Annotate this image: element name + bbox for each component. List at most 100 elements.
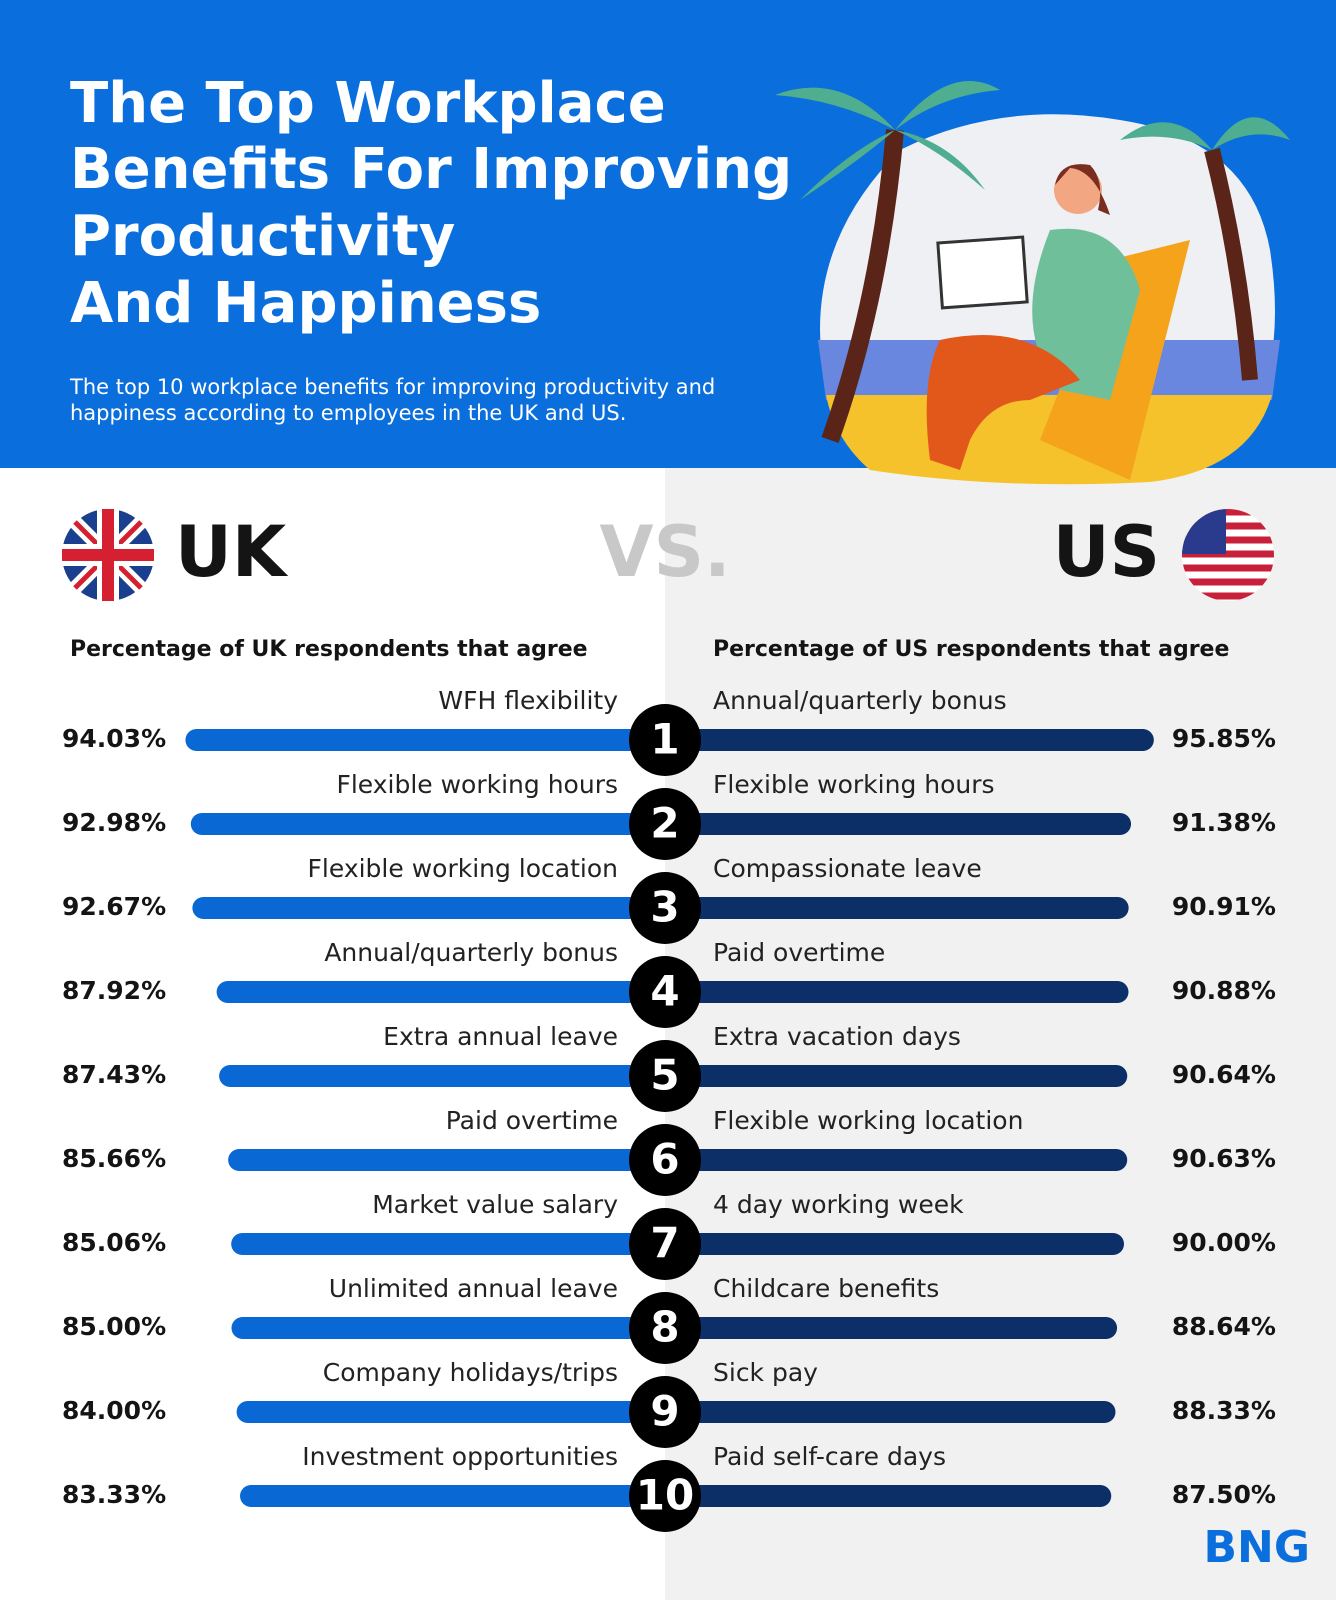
- value-label: 85.66%: [62, 1144, 166, 1173]
- rank-badge: [629, 1124, 701, 1196]
- bar-category: 4 day working week: [713, 1190, 964, 1219]
- value-label: 90.00%: [1172, 1228, 1276, 1257]
- bar-category: Sick pay: [713, 1358, 818, 1387]
- value-label: 87.50%: [1172, 1480, 1276, 1509]
- bar: [665, 1485, 1112, 1507]
- bar-category: Flexible working location: [713, 1106, 1023, 1135]
- bar-category: Flexible working hours: [336, 770, 618, 799]
- logo: BNG: [1204, 1522, 1310, 1573]
- rank-badge: [629, 1376, 701, 1448]
- bar-category: Extra vacation days: [713, 1022, 961, 1051]
- value-label: 90.63%: [1172, 1144, 1276, 1173]
- value-label: 90.64%: [1172, 1060, 1276, 1089]
- rank-badge: [629, 1460, 701, 1532]
- title-line: And Happiness: [70, 271, 541, 336]
- right-country: US: [1053, 511, 1160, 593]
- bar-category: Annual/quarterly bonus: [713, 686, 1007, 715]
- bar-category: Market value salary: [372, 1190, 618, 1219]
- bar-category: Paid overtime: [713, 938, 885, 967]
- bar: [665, 1233, 1124, 1255]
- bar: [665, 1401, 1116, 1423]
- value-label: 87.92%: [62, 976, 166, 1005]
- palm-trunk: [821, 129, 904, 444]
- rank-number: 6: [650, 1135, 679, 1184]
- rank-badge: [629, 872, 701, 944]
- subtitle: The top 10 workplace benefits for improv…: [70, 375, 716, 425]
- title-line: Benefits For Improving: [70, 137, 792, 202]
- uk-flag: [62, 509, 154, 601]
- bar: [665, 897, 1129, 919]
- value-label: 87.43%: [62, 1060, 166, 1089]
- bar: [665, 1149, 1128, 1171]
- palm-leaves: [775, 81, 1290, 200]
- separator: VS.: [599, 511, 730, 593]
- value-label: 94.03%: [62, 724, 166, 753]
- flag-cross-red: [62, 509, 154, 601]
- rank-number: 9: [650, 1387, 679, 1436]
- value-label: 88.64%: [1172, 1312, 1276, 1341]
- leaf: [1212, 117, 1290, 150]
- bar-category: Unlimited annual leave: [329, 1274, 618, 1303]
- rank-badge: [629, 956, 701, 1028]
- bar: [231, 1233, 665, 1255]
- bar: [665, 1065, 1128, 1087]
- left-country: UK: [175, 511, 289, 593]
- rank-number: 5: [650, 1051, 679, 1100]
- illustration: [775, 81, 1290, 485]
- stripes: [1182, 509, 1274, 600]
- rank-number: 7: [650, 1219, 679, 1268]
- value-label: 85.00%: [62, 1312, 166, 1341]
- palm-trunk: [1204, 148, 1258, 381]
- value-label: 92.67%: [62, 892, 166, 921]
- rank-number: 3: [650, 883, 679, 932]
- rank-badge: [629, 1040, 701, 1112]
- bar: [240, 1485, 665, 1507]
- bar: [665, 729, 1154, 751]
- hair: [1055, 164, 1110, 215]
- legs: [926, 335, 1080, 470]
- rank-number: 4: [650, 967, 679, 1016]
- legend-right: Percentage of US respondents that agree: [713, 637, 1229, 662]
- bar-category: Paid self-care days: [713, 1442, 946, 1471]
- bar: [185, 729, 665, 751]
- bar-category: Compassionate leave: [713, 854, 982, 883]
- value-label: 90.91%: [1172, 892, 1276, 921]
- laptop: [936, 235, 1029, 310]
- bar: [665, 1317, 1118, 1339]
- bar: [216, 981, 665, 1003]
- rank-badge: [629, 1208, 701, 1280]
- bar: [231, 1317, 665, 1339]
- rank-number: 8: [650, 1303, 679, 1352]
- title-line: Productivity: [70, 204, 455, 269]
- value-label: 90.88%: [1172, 976, 1276, 1005]
- bar: [665, 813, 1132, 835]
- value-label: 83.33%: [62, 1480, 166, 1509]
- leaf: [895, 81, 1000, 130]
- body: [1032, 228, 1140, 400]
- bar-category: Childcare benefits: [713, 1274, 939, 1303]
- rank-badge: [629, 788, 701, 860]
- bar-category: Paid overtime: [446, 1106, 618, 1135]
- bar: [665, 981, 1129, 1003]
- bar: [192, 897, 665, 919]
- rank-number: 1: [650, 715, 679, 764]
- bar: [236, 1401, 665, 1423]
- bar: [228, 1149, 665, 1171]
- title-line: The Top Workplace: [70, 71, 666, 136]
- bar-category: Company holidays/trips: [323, 1358, 618, 1387]
- value-label: 84.00%: [62, 1396, 166, 1425]
- rank-number: 10: [636, 1471, 694, 1520]
- value-label: 88.33%: [1172, 1396, 1276, 1425]
- bar-category: Flexible working hours: [713, 770, 995, 799]
- rank-badge: [629, 704, 701, 776]
- bar-category: Extra annual leave: [383, 1022, 618, 1051]
- leaf: [775, 87, 895, 130]
- rank-badge: [629, 1292, 701, 1364]
- legend-left: Percentage of UK respondents that agree: [70, 637, 588, 662]
- value-label: 95.85%: [1172, 724, 1276, 753]
- bar-category: WFH flexibility: [438, 686, 618, 715]
- title: The Top Workplace Benefits For Improving…: [70, 71, 792, 336]
- value-label: 91.38%: [1172, 808, 1276, 837]
